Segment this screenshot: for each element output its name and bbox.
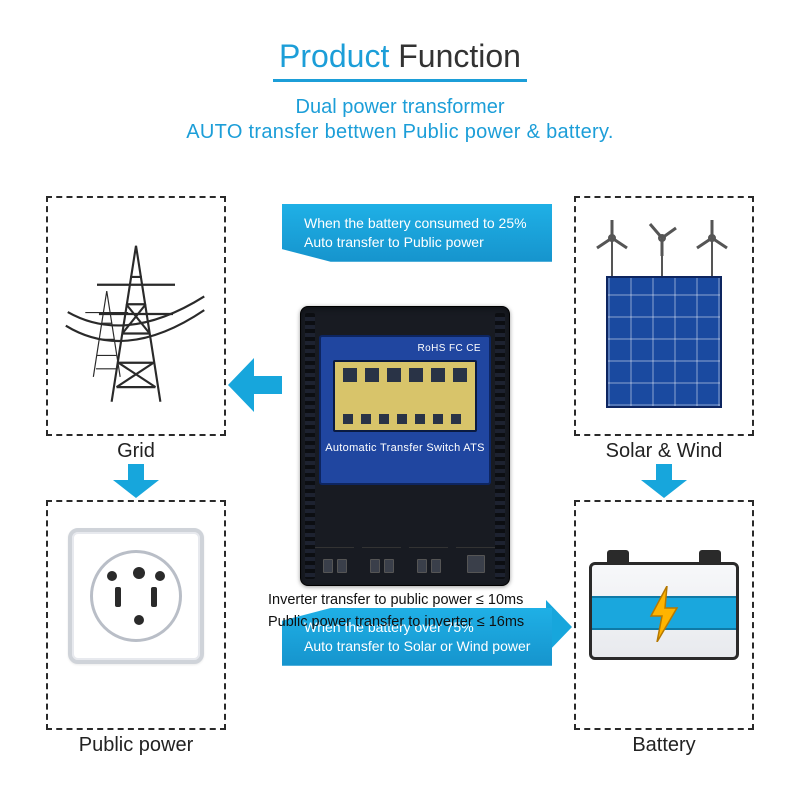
device-lcd	[333, 360, 477, 432]
title-plain: Function	[398, 38, 521, 74]
label-public-power: Public power	[46, 734, 226, 757]
label-battery: Battery	[574, 734, 754, 757]
spec-line-2: Public power transfer to inverter ≤ 16ms	[268, 612, 538, 634]
device-ports	[315, 547, 495, 573]
arrow-down-left	[113, 464, 159, 494]
pylon-icon	[58, 212, 214, 416]
box-grid	[46, 196, 226, 436]
banner-bot-line2: Auto transfer to Solar or Wind power	[304, 637, 538, 656]
ats-device: RoHS FC CE Automatic Transfer Switch ATS	[300, 306, 510, 586]
socket-icon	[68, 528, 204, 664]
spec-lines: Inverter transfer to public power ≤ 10ms…	[268, 590, 538, 634]
box-public-power	[46, 500, 226, 730]
title-accent: Product	[279, 38, 389, 74]
spec-line-1: Inverter transfer to public power ≤ 10ms	[268, 590, 538, 612]
subtitle-2: AUTO transfer bettwen Public power & bat…	[0, 121, 800, 144]
battery-icon	[589, 550, 739, 660]
label-grid: Grid	[46, 440, 226, 463]
banner-top-line2: Auto transfer to Public power	[304, 233, 538, 252]
solar-panel-icon	[606, 276, 722, 408]
page-title: Product Function	[273, 38, 527, 82]
title-block: Product Function Dual power transformer …	[0, 0, 800, 144]
box-battery	[574, 500, 754, 730]
banner-top: When the battery consumed to 25% Auto tr…	[282, 204, 552, 262]
arrow-down-right	[641, 464, 687, 494]
bolt-icon	[647, 586, 681, 642]
label-solar-wind: Solar & Wind	[574, 440, 754, 463]
diagram-stage: Grid Public power Solar & Wind	[0, 190, 800, 770]
subtitle-1: Dual power transformer	[0, 96, 800, 119]
solar-wind-icon	[586, 212, 742, 416]
device-compliance: RoHS FC CE	[321, 337, 489, 354]
box-solar-wind	[574, 196, 754, 436]
banner-top-line1: When the battery consumed to 25%	[304, 214, 538, 233]
arrow-left-into-device	[228, 358, 282, 412]
device-name: Automatic Transfer Switch ATS	[321, 442, 489, 454]
